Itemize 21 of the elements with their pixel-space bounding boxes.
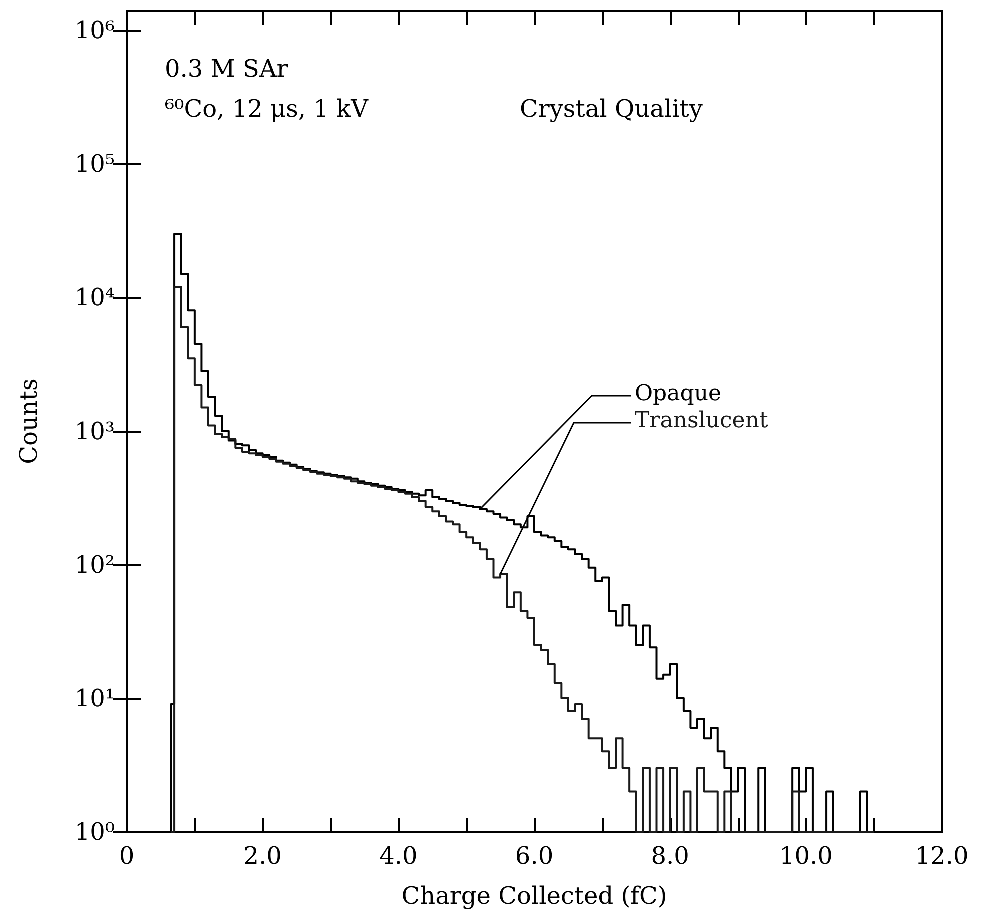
annotation: 0.3 M SAr xyxy=(165,55,289,83)
y-tick-label: 10⁰ xyxy=(74,818,115,846)
text: Translucent xyxy=(635,408,768,434)
x-axis-title: Charge Collected (fC) xyxy=(402,882,668,910)
annotation: Crystal Quality xyxy=(520,95,704,123)
y-tick-label: 10⁴ xyxy=(74,284,115,312)
text: Opaque xyxy=(635,382,722,406)
x-tick-label: 2.0 xyxy=(244,842,282,870)
x-tick-label: 10.0 xyxy=(779,842,833,870)
y-tick-label: 10² xyxy=(74,550,115,579)
y-axis-title: Counts xyxy=(15,378,43,464)
x-tick-label: 6.0 xyxy=(515,842,554,870)
x-tick-label: 0 xyxy=(119,842,135,870)
y-tick-label: 10⁶ xyxy=(74,16,115,45)
y-tick-label: 10³ xyxy=(74,417,115,446)
annotation: ⁶⁰Co, 12 μs, 1 kV xyxy=(165,95,370,123)
y-tick-label: 10⁵ xyxy=(74,150,115,178)
y-tick-label: 10¹ xyxy=(74,684,115,712)
x-tick-label: 12.0 xyxy=(915,842,969,870)
x-tick-label: 8.0 xyxy=(651,842,690,870)
x-tick-label: 4.0 xyxy=(380,842,418,870)
